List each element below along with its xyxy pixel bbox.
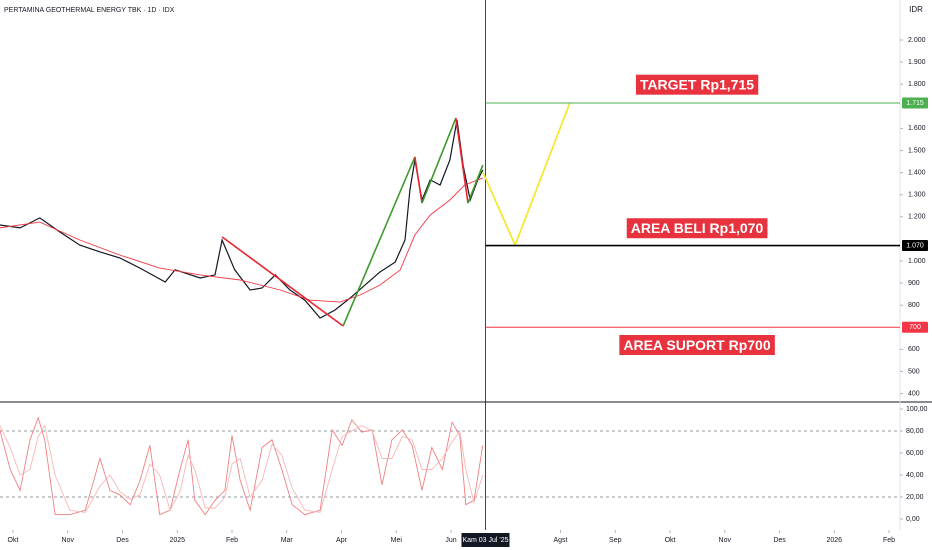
y-tick-label: 600 xyxy=(908,346,920,353)
y-tick-label: 100,00 xyxy=(906,406,928,413)
x-tick-label: Des xyxy=(116,537,129,544)
level-badge-label: 1.715 xyxy=(906,100,924,107)
series-line xyxy=(0,177,483,303)
level-label: AREA BELI Rp1,070 xyxy=(631,220,764,236)
level-badge-label: 1.070 xyxy=(906,242,924,249)
pattern-line xyxy=(455,117,469,204)
level-label: TARGET Rp1,715 xyxy=(640,77,754,93)
y-tick-label: 80,00 xyxy=(906,428,924,435)
level-label-box xyxy=(626,218,768,239)
y-tick-label: 1.800 xyxy=(908,81,926,88)
y-tick-label: 1.500 xyxy=(908,147,926,154)
cursor-badge xyxy=(461,533,510,547)
series-line xyxy=(0,424,484,513)
x-tick-label: Okt xyxy=(665,537,676,544)
y-tick-label: 0,00 xyxy=(906,516,920,523)
y-tick-label: 1.400 xyxy=(908,169,926,176)
x-tick-label: Feb xyxy=(226,537,238,544)
y-tick-label: 40,00 xyxy=(906,472,924,479)
x-tick-label: 2026 xyxy=(827,537,843,544)
level-badge xyxy=(902,321,928,333)
y-tick-label: 2.000 xyxy=(908,37,926,44)
x-tick-label: Apr xyxy=(336,537,348,544)
y-tick-label: 800 xyxy=(908,302,920,309)
pattern-line xyxy=(467,164,484,204)
pattern-line xyxy=(342,156,416,327)
x-tick-label: Agst xyxy=(554,537,568,544)
y-tick-label: 1.300 xyxy=(908,192,926,199)
x-tick-label: Okt xyxy=(8,537,19,544)
cursor-label: Kam 03 Jul '25 xyxy=(462,537,508,544)
y-tick-label: 900 xyxy=(908,280,920,287)
y-tick-label: 1.900 xyxy=(908,59,926,66)
x-tick-label: Mei xyxy=(391,537,403,544)
y-tick-label: 500 xyxy=(908,368,920,375)
x-tick-label: Mar xyxy=(281,537,294,544)
y-tick-label: 20,00 xyxy=(906,494,924,501)
x-tick-label: 2025 xyxy=(169,537,185,544)
x-tick-label: Jun xyxy=(445,537,456,544)
y-tick-label: 1.000 xyxy=(908,258,926,265)
y-tick-label: 1.600 xyxy=(908,125,926,132)
currency: IDR xyxy=(909,5,923,14)
chart-title: PERTAMINA GEOTHERMAL ENERGY TBK · 1D · I… xyxy=(4,7,175,14)
pattern-line xyxy=(414,156,423,204)
level-label-box xyxy=(635,74,759,95)
level-label: AREA SUPORT Rp700 xyxy=(623,337,771,353)
x-tick-label: Nov xyxy=(62,537,75,544)
y-tick-label: 400 xyxy=(908,390,920,397)
level-badge xyxy=(902,97,928,109)
x-tick-label: Feb xyxy=(883,537,895,544)
pattern-line xyxy=(221,236,344,327)
x-tick-label: Des xyxy=(773,537,786,544)
level-label-box xyxy=(619,335,775,356)
series-line xyxy=(0,119,484,319)
level-badge-label: 700 xyxy=(909,324,921,331)
series-line xyxy=(0,416,484,516)
x-tick-label: Nov xyxy=(719,537,732,544)
level-badge xyxy=(902,240,928,252)
y-tick-label: 60,00 xyxy=(906,450,924,457)
pattern-line xyxy=(421,117,457,204)
x-tick-label: Sep xyxy=(609,537,622,544)
y-tick-label: 1.200 xyxy=(908,214,926,221)
